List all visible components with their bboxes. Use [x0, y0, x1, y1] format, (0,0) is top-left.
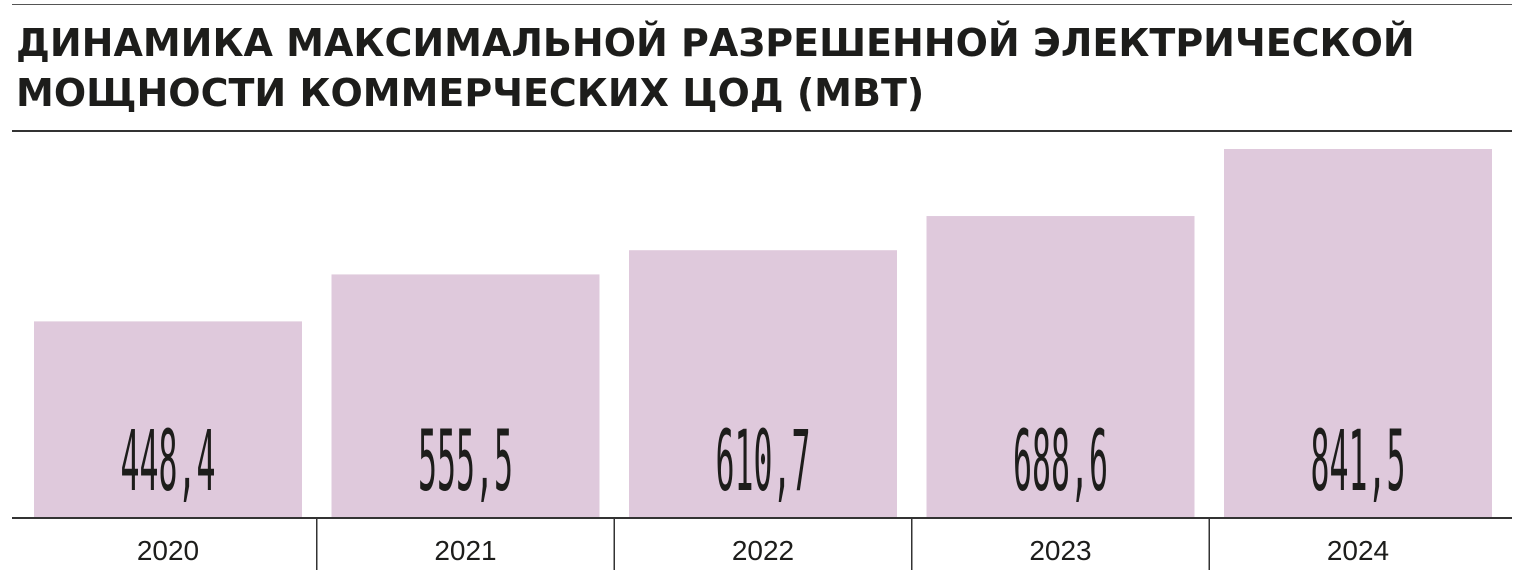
value-label-2021: 555,5: [418, 413, 513, 511]
bar-2024: [1224, 149, 1492, 518]
title-rule: [12, 130, 1512, 132]
value-label-2024: 841,5: [1311, 413, 1406, 511]
top-rule: [12, 4, 1512, 5]
value-labels-group: 448,4 555,5 610,7 688,6 841,5: [120, 413, 1405, 511]
x-tick-label-2022: 2022: [732, 535, 794, 566]
bars-group: [34, 149, 1492, 518]
bar-2020: [34, 321, 302, 518]
value-label-2020: 448,4: [120, 413, 215, 511]
x-tick-label-2021: 2021: [434, 535, 496, 566]
x-axis-separators: [316, 518, 1210, 570]
x-tick-label-2024: 2024: [1327, 535, 1389, 566]
value-label-2022: 610,7: [716, 413, 811, 511]
bar-2023: [926, 216, 1195, 518]
x-tick-label-2020: 2020: [137, 535, 199, 566]
x-tick-labels-group: 2020 2021 2022 2023 2024: [137, 535, 1389, 566]
bar-2022: [629, 250, 897, 518]
chart-title: Динамика максимальной разрешенной электр…: [16, 21, 1415, 115]
bar-2021: [331, 274, 600, 518]
value-label-2023: 688,6: [1013, 413, 1108, 511]
x-tick-label-2023: 2023: [1029, 535, 1091, 566]
